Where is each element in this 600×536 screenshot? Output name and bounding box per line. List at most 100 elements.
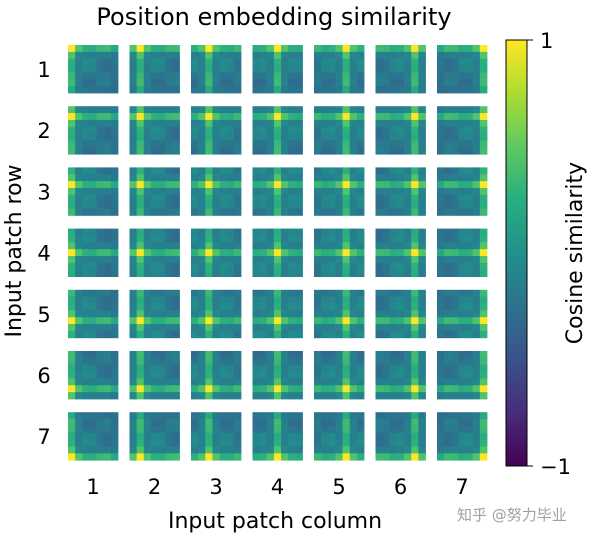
heatmap-cell	[396, 45, 405, 53]
heatmap-cell	[165, 242, 173, 250]
heatmap-cell	[472, 72, 481, 80]
column-tick-label: 4	[271, 475, 284, 499]
heatmap-cell	[82, 174, 90, 182]
heatmap-cell	[103, 133, 112, 141]
heatmap-cell	[198, 425, 206, 434]
heatmap-cell	[103, 364, 112, 372]
heatmap-cell	[328, 58, 336, 66]
heatmap-cell	[375, 378, 384, 386]
heatmap-cell	[404, 378, 412, 386]
heatmap-cell	[219, 419, 228, 427]
heatmap-cell	[295, 249, 303, 257]
heatmap-cell	[191, 167, 199, 175]
heatmap-cell	[226, 235, 235, 243]
heatmap-cell	[321, 351, 329, 359]
heatmap-cell	[68, 351, 76, 359]
heatmap-cell	[165, 351, 173, 359]
heatmap-cell	[288, 201, 296, 209]
heatmap-cell	[252, 235, 261, 243]
heatmap-cell	[437, 256, 445, 264]
heatmap-cell	[68, 242, 76, 250]
heatmap-cell	[68, 208, 76, 216]
heatmap-cell	[342, 187, 351, 196]
heatmap-cell	[411, 351, 419, 359]
heatmap-cell	[165, 262, 173, 271]
heatmap-cell	[472, 242, 481, 250]
heatmap-cell	[396, 453, 405, 461]
heatmap-cell	[335, 140, 343, 148]
heatmap-cell	[68, 126, 76, 135]
heatmap-cell	[335, 242, 343, 250]
heatmap-cell	[129, 187, 138, 196]
heatmap-cell	[219, 351, 228, 359]
heatmap-cell	[136, 208, 145, 216]
heatmap-cell	[404, 228, 412, 236]
heatmap-cell	[233, 208, 242, 216]
heatmap-cell	[451, 310, 459, 318]
heatmap-cell	[82, 45, 90, 53]
heatmap-cell	[418, 439, 426, 447]
heatmap-cell	[356, 310, 365, 318]
heatmap-cell	[75, 140, 83, 148]
heatmap-cell	[110, 242, 119, 250]
heatmap-cell	[437, 194, 445, 203]
heatmap-cell	[96, 303, 105, 311]
heatmap-cell	[96, 296, 105, 304]
heatmap-cell	[356, 371, 365, 379]
heatmap-cell	[136, 446, 145, 454]
heatmap-cell	[314, 58, 322, 66]
heatmap-cell	[129, 181, 138, 189]
heatmap-cell	[129, 119, 138, 128]
heatmap-cell	[328, 412, 336, 420]
heatmap-cell	[389, 249, 398, 257]
heatmap-cell	[321, 58, 329, 66]
heatmap-cell	[150, 133, 159, 141]
heatmap-cell	[418, 419, 426, 427]
heatmap-cell	[165, 412, 173, 420]
heatmap-cell	[418, 201, 426, 209]
heatmap-cell	[479, 167, 488, 175]
heatmap-cell	[356, 317, 365, 325]
heatmap-cell	[233, 133, 242, 141]
heatmap-cell	[96, 378, 105, 386]
heatmap-cell	[418, 371, 426, 379]
heatmap-cell	[252, 385, 261, 393]
heatmap-cell	[273, 296, 282, 304]
heatmap-cell	[451, 79, 459, 87]
heatmap-cell	[281, 453, 289, 461]
heatmap-cell	[82, 51, 90, 60]
heatmap-cell	[465, 317, 474, 325]
heatmap-cell	[411, 133, 419, 141]
heatmap-cell	[418, 364, 426, 372]
heatmap-cell	[96, 187, 105, 196]
heatmap-cell	[143, 296, 152, 304]
heatmap-cell	[75, 249, 83, 257]
heatmap-cell	[68, 419, 76, 427]
heatmap-cell	[219, 181, 228, 189]
heatmap-cell	[198, 446, 206, 454]
heatmap-cell	[321, 235, 329, 243]
heatmap-cell	[129, 140, 138, 148]
column-tick-label: 3	[209, 475, 222, 499]
heatmap-cell	[136, 86, 145, 94]
heatmap-cell	[458, 371, 466, 379]
heatmap-cell	[129, 201, 138, 209]
heatmap-cell	[444, 167, 452, 175]
heatmap-cell	[266, 242, 275, 250]
heatmap-cell	[259, 256, 268, 264]
heatmap-cell	[451, 208, 459, 216]
heatmap-cell	[349, 45, 358, 53]
heatmap-cell	[288, 208, 296, 216]
heatmap-cell	[205, 58, 213, 66]
heatmap-cell	[252, 432, 261, 441]
heatmap-cell	[150, 119, 159, 128]
heatmap-cell	[375, 174, 384, 182]
heatmap-cell	[233, 385, 242, 393]
heatmap-cell	[172, 324, 180, 332]
heatmap-cell	[191, 65, 199, 73]
heatmap-cell	[273, 72, 282, 80]
heatmap-cell	[321, 201, 329, 209]
heatmap-cell	[75, 86, 83, 94]
heatmap-cell	[165, 72, 173, 80]
